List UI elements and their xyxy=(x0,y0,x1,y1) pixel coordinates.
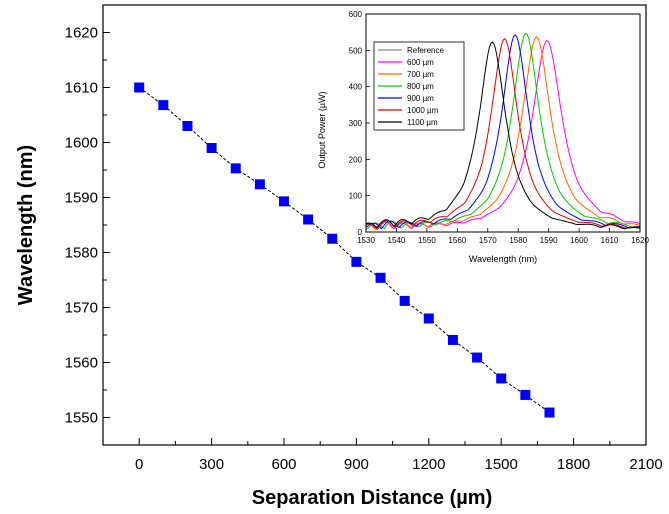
inset-chart: 0 100 200 300 400 500 600 1530 1540 1550 1560 1570 1… xyxy=(349,10,650,245)
data-point-1 xyxy=(158,100,169,111)
inset-y-tick-label-4: 400 xyxy=(349,83,363,92)
inset-y-tick-label-3: 300 xyxy=(349,119,363,128)
data-point-5 xyxy=(254,179,265,190)
data-point-9 xyxy=(351,256,362,267)
inset-y-tick-label-2: 200 xyxy=(349,155,363,164)
y-tick-label-4: 1590 xyxy=(65,190,98,207)
inset-y-tick-label-6: 600 xyxy=(349,10,363,19)
x-tick-label-6: 1800 xyxy=(557,456,590,473)
inset-x-tick-label-4: 1570 xyxy=(479,236,497,245)
x-tick-label-1: 300 xyxy=(199,456,224,473)
data-point-4 xyxy=(230,163,241,174)
main-series xyxy=(134,82,555,418)
y-tick-label-6: 1610 xyxy=(65,80,98,97)
y-tick-label-2: 1570 xyxy=(65,300,98,317)
inset-x-tick-label-7: 1600 xyxy=(570,236,588,245)
data-point-11 xyxy=(399,295,410,306)
inset-x-axis-title: Wavelength (nm) xyxy=(469,254,537,264)
inset-x-tick-label-9: 1620 xyxy=(631,236,649,245)
data-point-14 xyxy=(472,352,483,363)
inset-y-tick-label-5: 500 xyxy=(349,46,363,55)
inset-x-tick-label-8: 1610 xyxy=(601,236,619,245)
x-tick-label-4: 1200 xyxy=(412,456,445,473)
inset-x-tick-label-3: 1560 xyxy=(448,236,466,245)
legend-label-0: Reference xyxy=(407,46,444,55)
main-series-line xyxy=(138,87,550,413)
data-point-2 xyxy=(182,121,193,131)
inset-x-tick-label-6: 1590 xyxy=(540,236,558,245)
y-tick-label-7: 1620 xyxy=(65,25,98,42)
main-y-axis-title: Wavelength (nm) xyxy=(15,145,37,305)
data-point-6 xyxy=(279,196,289,207)
legend-label-4: 900 µm xyxy=(407,94,434,103)
inset-x-tick-label-1: 1540 xyxy=(388,236,406,245)
main-axis-ticks: 1550 1560 1570 1580 1590 1600 1610 1620 0 300 600 9… xyxy=(65,25,663,474)
data-point-16 xyxy=(520,389,531,400)
y-tick-label-5: 1600 xyxy=(65,135,98,152)
inset-y-axis-title: Output Power (µW) xyxy=(317,91,327,168)
inset-x-tick-label-0: 1530 xyxy=(357,236,375,245)
x-tick-label-0: 0 xyxy=(135,456,143,473)
legend-label-2: 700 µm xyxy=(407,70,434,79)
data-point-12 xyxy=(423,313,434,324)
data-point-7 xyxy=(303,214,314,225)
inset-series-6 xyxy=(365,41,641,230)
x-tick-label-5: 1500 xyxy=(485,456,518,473)
data-point-3 xyxy=(206,143,217,153)
legend-label-6: 1100 µm xyxy=(407,118,438,127)
legend-label-5: 1000 µm xyxy=(407,106,439,115)
data-point-13 xyxy=(447,334,458,345)
x-tick-label-3: 900 xyxy=(344,456,369,473)
inset-x-tick-label-2: 1550 xyxy=(418,236,436,245)
data-point-10 xyxy=(375,272,386,283)
inset-series-2 xyxy=(365,36,641,230)
legend-label-1: 600 µm xyxy=(407,58,434,67)
data-point-0 xyxy=(134,82,145,93)
data-point-17 xyxy=(544,407,555,418)
inset-y-tick-label-0: 0 xyxy=(358,228,363,237)
inset-series-1 xyxy=(365,39,641,231)
inset-plot-frame xyxy=(365,13,641,233)
x-tick-label-7: 2100 xyxy=(629,456,662,473)
inset-x-tick-label-5: 1580 xyxy=(509,236,527,245)
main-x-axis-title: Separation Distance (µm) xyxy=(252,487,492,509)
inset-y-tick-label-1: 100 xyxy=(349,192,363,201)
data-point-15 xyxy=(496,373,507,384)
y-tick-label-0: 1550 xyxy=(65,410,98,427)
y-tick-label-1: 1560 xyxy=(65,355,98,372)
x-tick-label-2: 600 xyxy=(271,456,296,473)
data-point-8 xyxy=(327,233,338,244)
inset-series-5 xyxy=(365,37,641,229)
legend-label-3: 800 µm xyxy=(407,82,434,91)
y-tick-label-3: 1580 xyxy=(65,245,98,262)
